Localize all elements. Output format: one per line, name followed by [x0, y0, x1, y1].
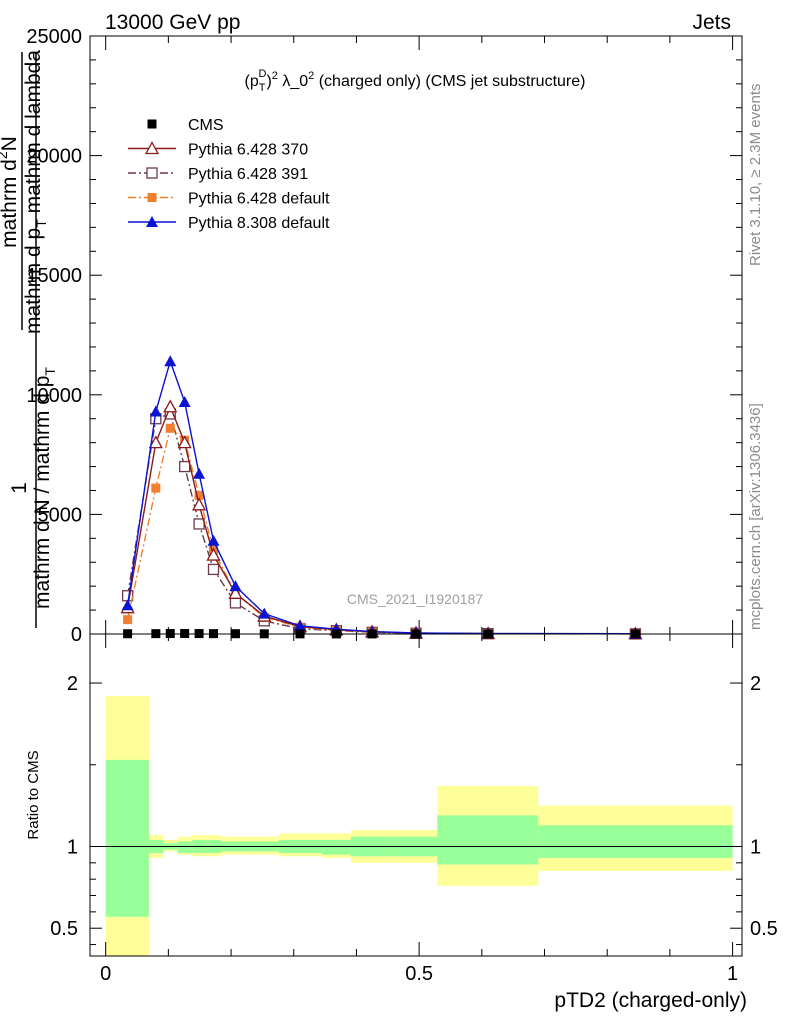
legend-marker	[147, 119, 157, 129]
title-part-p: (p	[245, 73, 259, 90]
ylabel-inner-bottom-text: mathrm d p	[22, 228, 45, 334]
series-point	[121, 590, 134, 602]
ratio-band-bin	[177, 841, 193, 854]
series-point	[194, 490, 204, 500]
main-y-tick-label: 5000	[38, 504, 83, 526]
series-point	[207, 534, 220, 546]
ratio-y-tick-label-right: 2	[750, 673, 761, 695]
series-point	[151, 483, 161, 493]
header-left-text: 13000 GeV pp	[105, 11, 240, 34]
legend-label: CMS	[188, 117, 224, 134]
ylabel-frac-one: 1	[8, 482, 31, 494]
series-point	[207, 563, 220, 576]
ylabel-inner-bottom-sub: T	[33, 219, 49, 228]
legend: CMS Pythia 6.428 370 Pythia 6.428 391 Pythi…	[128, 117, 330, 232]
series-point	[193, 518, 205, 530]
main-y-ticks: 0 5000 10000 15000 20000 25000	[26, 26, 742, 646]
ylabel-inner-bottom-rest: mathrm d lambda	[22, 50, 45, 220]
x-tick-label: 1	[727, 963, 738, 985]
x-axis-label: pTD2 (charged-only)	[554, 989, 747, 1012]
ratio-band-bin	[437, 815, 539, 865]
series-point	[229, 597, 242, 609]
series-point	[178, 395, 191, 407]
series-point	[179, 460, 191, 473]
ylabel-denom-outer: mathrm d N / mathrm d pT	[31, 367, 58, 609]
legend-label: Pythia 6.428 370	[188, 142, 308, 159]
series-point	[229, 580, 242, 592]
main-y-tick-label: 15000	[26, 265, 82, 287]
ylabel-denom-text: mathrm d N / mathrm d p	[31, 376, 54, 609]
ratio-band-bin	[105, 759, 149, 917]
analysis-watermark: CMS_2021_I1920187	[347, 591, 483, 607]
title-part-sup-d: D	[258, 68, 266, 80]
mcplots-url-text: mcplots.cern.ch [arXiv:1306.3436]	[747, 403, 764, 630]
ratio-bands-group	[105, 696, 733, 956]
plot-title: (pTD)2 λ_02 (charged only) (CMS jet subs…	[245, 68, 586, 94]
main-y-tick-label: 10000	[26, 385, 82, 407]
legend-label: Pythia 8.308 default	[188, 215, 330, 232]
series-point	[164, 355, 177, 367]
rivet-version-text: Rivet 3.1.10, ≥ 2.3M events	[747, 84, 764, 267]
x-tick-label: 0.5	[405, 963, 433, 985]
main-y-tick-label: 20000	[26, 146, 82, 168]
ratio-y-tick-label: 0.5	[50, 918, 78, 940]
series-point	[165, 423, 175, 433]
ratio-y-tick-label-right: 1	[750, 836, 761, 858]
series-point	[258, 607, 271, 619]
ratio-band-bin	[321, 839, 351, 855]
series-line	[126, 359, 636, 635]
title-part-sup-2b: 2	[308, 70, 314, 82]
x-tick-label: 0	[100, 963, 111, 985]
header-right-text: Jets	[692, 11, 731, 34]
series-point	[163, 399, 178, 413]
main-y-tick-label: 0	[71, 624, 82, 646]
series-point	[148, 435, 163, 449]
legend-label: Pythia 6.428 default	[188, 191, 330, 208]
ylabel-inner-bottom: mathrm d pT mathrm d lambda	[22, 50, 49, 334]
ratio-band-bin	[538, 825, 733, 858]
series-point	[191, 497, 207, 511]
series-point	[193, 467, 206, 479]
ratio-x-ticks: 0 0.5 1	[100, 634, 738, 985]
ylabel-inner-top-rest: N	[0, 136, 21, 151]
legend-marker	[144, 141, 160, 155]
ratio-plot-frame	[89, 633, 743, 957]
main-x-ticks	[105, 36, 734, 634]
series-point	[206, 547, 221, 561]
series-point	[121, 599, 134, 611]
ratio-y-axis-label: Ratio to CMS	[25, 750, 42, 839]
series-point	[294, 619, 307, 631]
legend-label: Pythia 6.428 391	[188, 166, 308, 183]
ratio-y-tick-label-right: 0.5	[750, 918, 778, 940]
series-point	[149, 405, 162, 417]
ratio-y-tick-label: 1	[67, 836, 78, 858]
title-part-close: )	[266, 73, 271, 90]
title-part-sup-2a: 2	[272, 70, 278, 82]
ylabel-inner-top-text: mathrm d	[0, 159, 21, 248]
series-line	[126, 413, 636, 635]
ratio-y-tick-label: 2	[67, 673, 78, 695]
legend-marker	[146, 216, 158, 227]
ylabel-inner-top-sup: 2	[0, 151, 10, 159]
series-point	[123, 615, 133, 625]
series-point	[177, 435, 192, 449]
ylabel-denom-sub: T	[42, 367, 58, 376]
main-y-tick-label: 25000	[26, 26, 82, 48]
ratio-y-ticks: 0.5 0.5 1 1 2 2	[50, 673, 778, 946]
series-point	[228, 585, 243, 599]
legend-marker	[147, 193, 157, 202]
ratio-plot-panel: 0.5 0.51 12 2 0 0.5 1	[50, 633, 778, 985]
ylabel-inner-top: mathrm d2N	[0, 136, 21, 248]
title-part-rest: (charged only) (CMS jet substructure)	[314, 73, 585, 90]
legend-marker	[146, 167, 158, 179]
main-series-group	[120, 355, 643, 640]
main-y-axis-label: 1 mathrm d N / mathrm d pT mathrm d2N ma…	[0, 50, 58, 628]
title-part-sub-t: T	[259, 82, 266, 94]
title-part-lambda: λ_0	[278, 73, 308, 90]
